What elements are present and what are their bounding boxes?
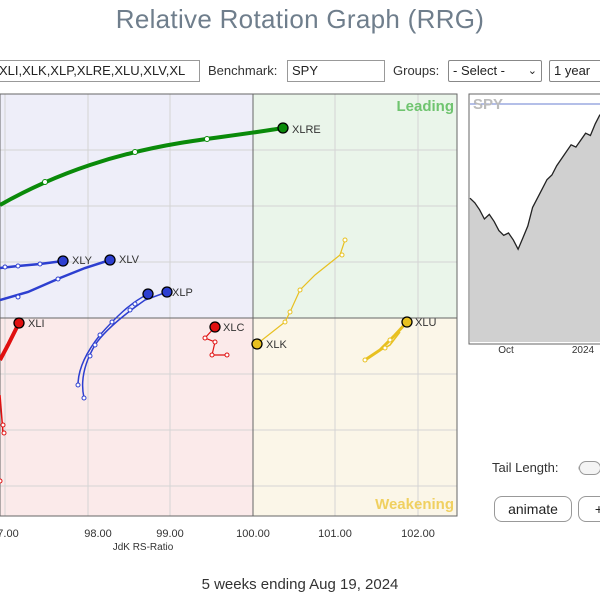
tail-point-xlp bbox=[75, 382, 81, 388]
plot-border bbox=[0, 93, 458, 517]
tail-xli bbox=[0, 322, 21, 361]
tail-point-xli bbox=[1, 430, 7, 436]
x-tick: 98.00 bbox=[84, 528, 112, 540]
tail-length-slider-thumb[interactable] bbox=[579, 461, 600, 475]
label-xli: XLI bbox=[28, 318, 45, 330]
x-tick: 100.00 bbox=[236, 528, 270, 540]
x-tick: 102.00 bbox=[401, 528, 435, 540]
tail-point-xlk bbox=[287, 309, 293, 315]
mini-chart-area bbox=[470, 114, 600, 342]
tail-point-xlk bbox=[297, 287, 303, 293]
leading-label: Leading bbox=[396, 98, 454, 115]
tail-point-xly bbox=[37, 261, 43, 267]
sector-markers[interactable]: XLRE XLY XLV XLP XLI XLC XLK XLU bbox=[13, 122, 436, 351]
mini-x-label: 2024 bbox=[572, 345, 595, 356]
label-xlv: XLV bbox=[119, 254, 140, 266]
tail-xlu bbox=[371, 331, 401, 356]
tail-point-xli bbox=[0, 422, 6, 428]
tail-point-xlp bbox=[97, 332, 103, 338]
marker-xlu bbox=[401, 316, 413, 328]
tail-point-xlc bbox=[212, 339, 218, 345]
x-axis-ticks: 7.00 98.00 99.00 100.00 101.00 102.00 bbox=[0, 528, 435, 540]
marker-xlre bbox=[277, 122, 289, 134]
groups-select[interactable]: - Select - ⌄ bbox=[448, 60, 542, 82]
marker-xli bbox=[13, 317, 25, 329]
marker-xlp bbox=[161, 286, 173, 298]
label-xlk: XLK bbox=[266, 339, 287, 351]
step-forward-button[interactable]: + bbox=[578, 496, 600, 522]
tail-xly bbox=[0, 259, 64, 270]
rrg-tails bbox=[0, 126, 409, 484]
tail-point-xlp bbox=[87, 353, 93, 359]
period-selected-value: 1 year bbox=[554, 63, 591, 78]
mini-chart-line bbox=[469, 114, 600, 251]
tail-point-xlu bbox=[362, 357, 368, 363]
label-xlc: XLC bbox=[223, 322, 244, 334]
symbols-input[interactable]: XLI,XLK,XLP,XLRE,XLU,XLV,XL bbox=[0, 60, 200, 82]
tail-point-xlp bbox=[127, 307, 133, 313]
tail-point-xli bbox=[0, 478, 3, 484]
label-xlp: XLP bbox=[172, 287, 193, 299]
tail-point-xly bbox=[15, 263, 21, 269]
label-xlre: XLRE bbox=[292, 124, 321, 136]
tail-point-xlk bbox=[339, 252, 345, 258]
tail-point-xlre bbox=[42, 179, 48, 185]
date-caption: 5 weeks ending Aug 19, 2024 bbox=[201, 576, 399, 593]
marker-xlk bbox=[251, 338, 263, 350]
tail-point-xlu bbox=[382, 345, 388, 351]
tail-point-xlp bbox=[132, 301, 138, 307]
x-axis-title: JdK RS-Ratio bbox=[113, 542, 174, 553]
tail-point-xlc bbox=[224, 352, 230, 358]
page-title: Relative Rotation Graph (RRG) bbox=[115, 4, 485, 34]
tail-point-xlre bbox=[204, 136, 210, 142]
label-xlu: XLU bbox=[415, 317, 436, 329]
benchmark-label: Benchmark: bbox=[208, 63, 278, 78]
tail-point-xlp bbox=[109, 319, 115, 325]
tail-point-xlk bbox=[342, 237, 348, 243]
tail-point-xlv bbox=[55, 276, 61, 282]
chevron-down-icon: ⌄ bbox=[527, 65, 537, 77]
tail-point-xlc bbox=[202, 335, 208, 341]
x-tick: 101.00 bbox=[318, 528, 352, 540]
weakening-quadrant bbox=[253, 318, 457, 516]
x-tick: 7.00 bbox=[0, 528, 19, 540]
tail-point-xlre bbox=[132, 149, 138, 155]
tail-point-xlu bbox=[387, 337, 393, 343]
lagging-quadrant bbox=[0, 318, 253, 516]
mini-x-label: Oct bbox=[498, 345, 514, 356]
tail-point-xly bbox=[2, 264, 8, 270]
tail-point-xlp bbox=[92, 342, 98, 348]
groups-label: Groups: bbox=[393, 63, 440, 78]
label-xly: XLY bbox=[72, 255, 93, 267]
weakening-label: Weakening bbox=[375, 496, 454, 513]
tail-point-xlp bbox=[81, 395, 87, 401]
tail-point-xlc bbox=[209, 352, 215, 358]
tail-length-label: Tail Length: bbox=[492, 460, 559, 475]
animate-button[interactable]: animate bbox=[494, 496, 572, 522]
tail-point-xlv bbox=[15, 294, 21, 300]
mini-chart-label: SPY bbox=[473, 96, 503, 113]
marker-xly bbox=[57, 255, 69, 267]
period-select[interactable]: 1 year bbox=[549, 60, 600, 82]
groups-selected-value: - Select - bbox=[453, 63, 506, 78]
mini-chart: SPY Oct 2024 bbox=[468, 93, 600, 356]
marker-xlp-a bbox=[142, 288, 154, 300]
marker-xlc bbox=[209, 321, 221, 333]
toolbar: XLI,XLK,XLP,XLRE,XLU,XLV,XL Benchmark: S… bbox=[0, 58, 600, 84]
x-tick: 99.00 bbox=[156, 528, 184, 540]
benchmark-input[interactable]: SPY bbox=[287, 60, 385, 82]
marker-xlv bbox=[104, 254, 116, 266]
tail-point-xlk bbox=[282, 319, 288, 325]
